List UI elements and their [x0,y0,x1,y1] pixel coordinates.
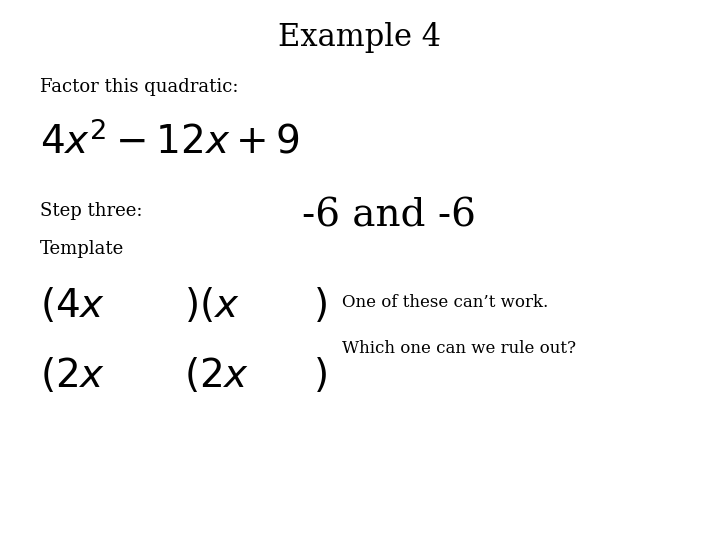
Text: $(2x$: $(2x$ [184,356,249,395]
Text: One of these can’t work.: One of these can’t work. [342,294,548,311]
Text: Example 4: Example 4 [279,22,441,52]
Text: $)$: $)$ [313,356,327,395]
Text: $)(x$: $)(x$ [184,286,239,325]
Text: -6 and -6: -6 and -6 [302,197,476,234]
Text: Step three:: Step three: [40,202,142,220]
Text: Template: Template [40,240,124,258]
Text: Factor this quadratic:: Factor this quadratic: [40,78,238,96]
Text: $(4x$: $(4x$ [40,286,105,325]
Text: $4x^2 - 12x + 9$: $4x^2 - 12x + 9$ [40,122,300,161]
Text: $(2x$: $(2x$ [40,356,105,395]
Text: $)$: $)$ [313,286,327,325]
Text: Which one can we rule out?: Which one can we rule out? [342,340,576,357]
